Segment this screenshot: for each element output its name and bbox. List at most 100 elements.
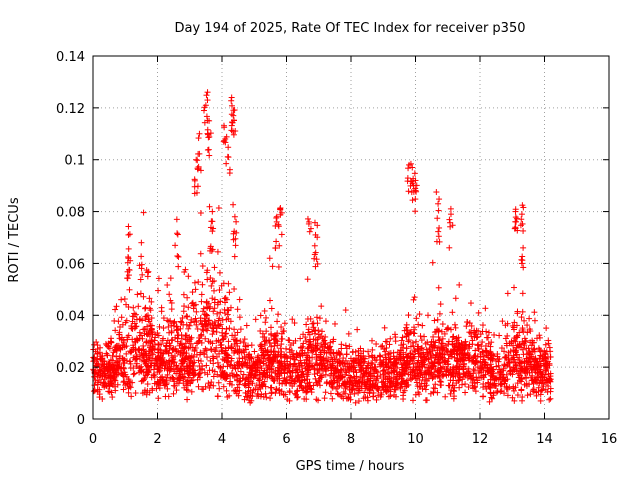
data-point (155, 275, 162, 282)
data-point (143, 362, 150, 369)
data-point (341, 381, 348, 388)
data-point (254, 367, 261, 374)
data-point (527, 391, 534, 398)
data-point (439, 321, 446, 328)
data-point (385, 360, 392, 367)
data-point (381, 382, 388, 389)
data-point (109, 394, 116, 401)
data-point (534, 358, 541, 365)
data-point (445, 355, 452, 362)
data-point (286, 388, 293, 395)
data-point (184, 313, 191, 320)
data-point (203, 113, 210, 120)
data-point (365, 353, 372, 360)
data-point (463, 369, 470, 376)
data-point (331, 356, 338, 363)
data-point (148, 374, 155, 381)
data-point (513, 218, 520, 225)
data-point (142, 326, 149, 333)
data-point (316, 382, 323, 389)
data-point (497, 381, 504, 388)
data-point (124, 275, 131, 282)
data-point (422, 340, 429, 347)
data-point (122, 319, 129, 326)
data-point (316, 375, 323, 382)
data-point (313, 356, 320, 363)
data-point (346, 375, 353, 382)
x-tick-label: 6 (282, 432, 290, 447)
data-point (398, 381, 405, 388)
data-point (455, 370, 462, 377)
data-point (246, 351, 253, 358)
data-point (221, 295, 228, 302)
data-point (246, 381, 253, 388)
data-point (409, 197, 416, 204)
data-point (480, 393, 487, 400)
data-point (542, 361, 549, 368)
data-point (208, 218, 215, 225)
data-point (509, 322, 516, 329)
data-point (400, 341, 407, 348)
data-point (340, 395, 347, 402)
data-point (149, 346, 156, 353)
data-point (342, 342, 349, 349)
data-point (214, 393, 221, 400)
data-point (475, 309, 482, 316)
data-point (214, 310, 221, 317)
data-point (190, 353, 197, 360)
data-point (373, 375, 380, 382)
data-point (452, 295, 459, 302)
data-point (208, 379, 215, 386)
data-point (542, 368, 549, 375)
data-point (504, 332, 511, 339)
data-point (427, 352, 434, 359)
data-point (409, 164, 416, 171)
data-point (472, 360, 479, 367)
data-point (506, 384, 513, 391)
data-point (436, 310, 443, 317)
data-point (322, 389, 329, 396)
data-point (182, 266, 189, 273)
data-point (249, 380, 256, 387)
data-point (513, 215, 520, 222)
data-point (503, 383, 510, 390)
data-point (203, 326, 210, 333)
data-point (328, 354, 335, 361)
data-point (263, 328, 270, 335)
data-point (165, 323, 172, 330)
data-point (270, 335, 277, 342)
data-point (133, 360, 140, 367)
data-point (503, 342, 510, 349)
data-point (343, 351, 350, 358)
data-point (445, 341, 452, 348)
data-point (514, 380, 521, 387)
data-point (119, 372, 126, 379)
data-point (215, 379, 222, 386)
data-point (388, 377, 395, 384)
data-point (244, 360, 251, 367)
data-point (223, 330, 230, 337)
data-point (408, 178, 415, 185)
data-point (536, 368, 543, 375)
data-point (138, 253, 145, 260)
data-point (280, 391, 287, 398)
data-point (349, 386, 356, 393)
data-point (383, 344, 390, 351)
data-point (219, 329, 226, 336)
data-point (148, 315, 155, 322)
data-point (123, 350, 130, 357)
data-point (142, 304, 149, 311)
data-point (530, 355, 537, 362)
data-point (152, 334, 159, 341)
data-point (289, 316, 296, 323)
data-point (482, 305, 489, 312)
data-point (447, 205, 454, 212)
data-point (214, 322, 221, 329)
data-point (535, 384, 542, 391)
data-point (249, 393, 256, 400)
data-point (451, 393, 458, 400)
data-point (223, 387, 230, 394)
data-point (366, 386, 373, 393)
data-point (198, 291, 205, 298)
data-point (187, 367, 194, 374)
